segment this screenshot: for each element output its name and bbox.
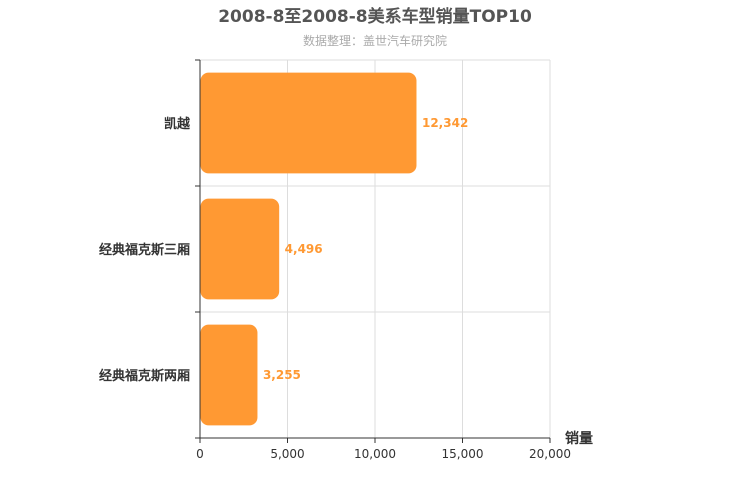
bar-value-label: 3,255 xyxy=(263,368,301,382)
x-tick-label: 0 xyxy=(196,447,204,461)
bar-value-label: 4,496 xyxy=(285,242,323,256)
x-axis-label: 销量 xyxy=(565,430,593,447)
bar[interactable] xyxy=(200,72,417,174)
category-label: 经典福克斯三厢 xyxy=(99,242,190,258)
labels: 12,342 凯越 4,496 经典福克斯三厢 3,255 经典福克斯两厢 0 5,000 10… xyxy=(99,116,571,461)
x-tick-label: 5,000 xyxy=(270,447,304,461)
x-tick-label: 20,000 xyxy=(529,447,571,461)
axes xyxy=(195,59,551,443)
bar[interactable] xyxy=(200,324,258,426)
chart-subtitle: 数据整理：盖世汽车研究院 xyxy=(303,33,447,48)
x-tick-label: 15,000 xyxy=(442,447,484,461)
bar-value-label: 12,342 xyxy=(422,116,468,130)
chart-title: 2008-8至2008-8美系车型销量TOP10 xyxy=(218,6,532,27)
x-tick-label: 10,000 xyxy=(354,447,396,461)
category-label: 经典福克斯两厢 xyxy=(99,368,190,384)
bar[interactable] xyxy=(200,198,280,300)
category-label: 凯越 xyxy=(164,116,191,132)
bars xyxy=(200,72,417,426)
